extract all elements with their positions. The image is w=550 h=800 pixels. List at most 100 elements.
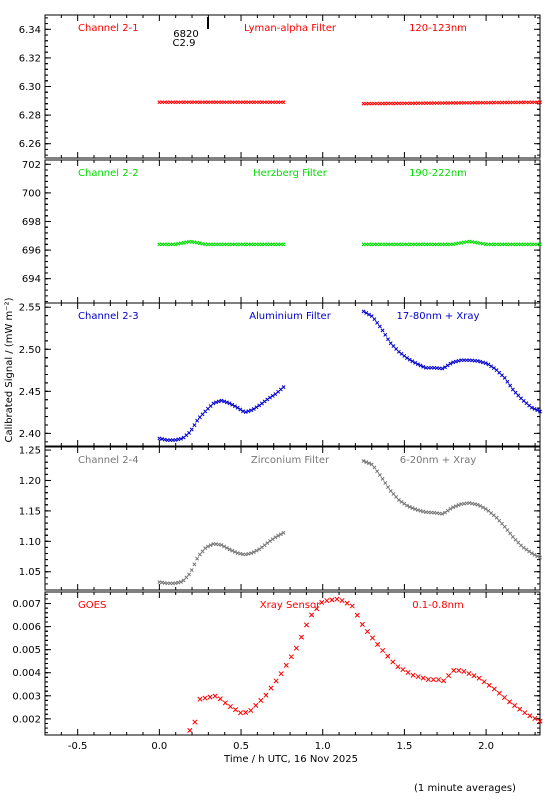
data-point <box>187 572 191 577</box>
data-point <box>367 312 371 317</box>
data-point <box>184 575 189 580</box>
data-point <box>496 690 502 696</box>
data-point <box>466 670 472 677</box>
data-point <box>278 532 283 537</box>
panel-frame <box>44 302 541 447</box>
panel-frame <box>44 159 541 304</box>
data-point <box>421 364 426 369</box>
data-point <box>375 320 380 325</box>
data-point <box>413 360 418 365</box>
data-point <box>380 647 386 654</box>
data-point <box>281 385 286 390</box>
data-point <box>238 710 244 716</box>
data-point <box>253 702 259 708</box>
data-point <box>232 707 239 713</box>
data-point <box>400 667 406 673</box>
data-point <box>157 436 162 441</box>
y-tick-label: 0.006 <box>12 622 41 633</box>
x-tick-label: 1.0 <box>315 741 331 752</box>
data-point <box>405 503 409 508</box>
data-point <box>407 504 412 509</box>
y-tick-label: 2.45 <box>19 387 41 398</box>
panel-filter-label: Zirconium Filter <box>251 455 330 466</box>
data-point <box>298 634 305 640</box>
data-point <box>309 612 315 618</box>
data-point <box>219 398 224 403</box>
panel-5: 0.002 0.003 0.004 0.005 0.006 0.007 GOES Xray S… <box>12 591 543 736</box>
data-point <box>235 551 240 555</box>
data-point <box>456 667 462 673</box>
data-point <box>517 706 523 712</box>
data-point <box>512 703 518 709</box>
data-point <box>211 401 216 406</box>
y-tick-label: 0.003 <box>12 691 41 702</box>
data-point <box>377 324 382 329</box>
data-point <box>445 508 450 513</box>
data-point <box>380 476 385 481</box>
data-point <box>500 521 504 526</box>
data-point <box>505 528 510 533</box>
data-point <box>475 359 480 363</box>
data-point <box>448 361 453 366</box>
panel-channel-label: Channel 2-2 <box>78 168 139 179</box>
panel-filter-label: Aluminium Filter <box>249 311 332 322</box>
data-point <box>197 552 202 557</box>
data-point <box>303 622 310 628</box>
data-point <box>361 459 366 463</box>
data-point <box>364 628 370 635</box>
data-point <box>288 654 294 660</box>
data-point <box>527 713 533 719</box>
panel-4: 1.05 1.10 1.15 1.20 1.25 Channel 2-4 Zirconium… <box>19 446 542 591</box>
data-point <box>372 465 377 470</box>
data-point <box>399 499 404 504</box>
y-tick-label: 6.34 <box>19 25 41 36</box>
y-tick-label: 698 <box>22 217 41 228</box>
panel-filter-label: Herzberg Filter <box>253 168 328 179</box>
panel-frame <box>44 591 541 736</box>
x-tick-label: -0.5 <box>68 741 88 752</box>
data-point <box>354 612 360 618</box>
data-point <box>508 531 513 536</box>
data-point <box>510 387 515 392</box>
data-point <box>494 515 499 520</box>
data-point <box>273 535 278 540</box>
data-point <box>420 675 426 681</box>
data-point <box>257 547 262 552</box>
data-point <box>251 550 256 555</box>
data-point <box>483 506 488 511</box>
panel-frame <box>44 14 541 159</box>
data-point <box>435 677 442 683</box>
data-point <box>483 361 488 366</box>
data-point <box>407 357 412 362</box>
data-point <box>263 692 269 698</box>
data-point <box>537 718 543 724</box>
data-point <box>268 539 272 544</box>
data-point <box>235 405 240 410</box>
data-point <box>383 332 388 337</box>
data-point <box>227 547 232 552</box>
data-point <box>375 641 381 647</box>
y-axis-title: Calibrated Signal / (mW m⁻²) <box>4 297 15 442</box>
data-point <box>197 696 203 702</box>
data-point <box>471 673 477 679</box>
data-point <box>372 317 377 322</box>
data-point <box>281 100 286 105</box>
data-point <box>478 359 483 364</box>
data-point <box>441 678 447 684</box>
event-marker-label-bottom: C2.9 <box>173 38 196 49</box>
data-point <box>173 581 178 586</box>
data-point <box>510 534 515 539</box>
data-point <box>486 682 492 688</box>
data-point <box>383 481 388 485</box>
data-point <box>476 675 482 681</box>
data-point <box>481 360 485 365</box>
data-point <box>386 485 390 490</box>
data-point <box>529 551 534 556</box>
data-point <box>202 695 208 701</box>
data-point <box>405 356 409 360</box>
y-tick-label: 0.004 <box>12 668 41 679</box>
data-point <box>513 537 518 542</box>
data-point <box>232 549 237 554</box>
data-point <box>189 568 194 573</box>
data-point <box>456 503 461 507</box>
